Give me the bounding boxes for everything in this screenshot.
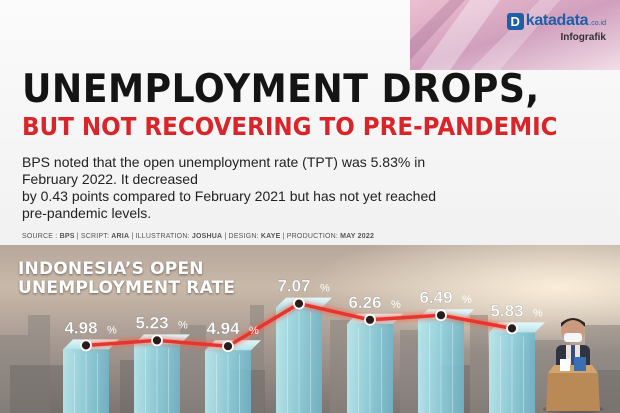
credit-production: MAY 2022 [340, 233, 375, 240]
unemployment-chart: 4.98% 5.23% 4.94 % 7.07 % 6.26% 6.49 % 5.83% [63, 276, 603, 413]
value-unit: % [249, 325, 259, 337]
data-point [151, 334, 163, 347]
trend-line-group [80, 297, 518, 353]
value-label: 7.07 [277, 277, 310, 296]
bar [205, 350, 251, 413]
chart-title-line: UNEMPLOYMENT RATE [18, 278, 236, 298]
data-point [222, 340, 234, 353]
value-label-group: 4.98% 5.23% 4.94 % 7.07 % 6.26% 6.49 % 5.83% [64, 276, 543, 338]
value-unit: % [533, 307, 543, 319]
description: BPS noted that the open unemployment rat… [22, 154, 512, 222]
credit-label: SOURCE : [22, 233, 60, 240]
bar [347, 323, 393, 413]
worker-figure [543, 318, 603, 413]
description-line: February 2022. It decreased [22, 171, 198, 187]
value-label: 5.83 [490, 301, 523, 320]
logo-wordmark: katadata [525, 12, 589, 29]
value-unit: % [320, 283, 330, 295]
credit-label: | ILLUSTRATION: [129, 233, 192, 240]
section-label: Infografik [560, 32, 606, 43]
chart-title-line: INDONESIA’S OPEN [18, 259, 204, 279]
data-point [293, 297, 305, 310]
katadata-logo: D katadata .co.id Infografik [506, 12, 606, 43]
bar-group [63, 297, 545, 413]
bar [418, 319, 464, 413]
credits-line: SOURCE : BPS | SCRIPT: ARIA | ILLUSTRATI… [22, 233, 374, 240]
description-line: pre-pandemic levels. [22, 205, 152, 221]
description-line: by 0.43 points compared to February 2021… [22, 188, 437, 204]
value-label: 4.94 [206, 319, 240, 338]
value-label: 6.26 [348, 293, 381, 312]
headline-primary: UNEMPLOYMENT DROPS, [22, 67, 540, 112]
logo-domain: .co.id [589, 20, 606, 27]
data-point [80, 339, 92, 352]
bar [489, 332, 535, 413]
credit-design: KAYE [260, 233, 281, 240]
bar [134, 344, 180, 413]
credit-illustration: JOSHUA [191, 233, 223, 240]
value-label: 6.49 [419, 288, 452, 307]
headline-secondary: BUT NOT RECOVERING TO PRE-PANDEMIC [22, 112, 558, 141]
credit-label: | SCRIPT: [74, 233, 112, 240]
description-line: BPS noted that the open unemployment rat… [22, 154, 426, 170]
value-unit: % [107, 324, 117, 336]
value-label: 4.98 [64, 318, 97, 337]
credit-label: | DESIGN: [222, 233, 261, 240]
data-point [435, 309, 447, 322]
credit-label: | PRODUCTION: [280, 233, 341, 240]
value-unit: % [462, 294, 472, 306]
credit-source: BPS [59, 233, 75, 240]
data-point [506, 322, 518, 335]
chart-title: INDONESIA’S OPEN UNEMPLOYMENT RATE [18, 260, 235, 298]
data-point [364, 313, 376, 326]
bar [63, 349, 109, 413]
corner-decoration [410, 0, 620, 70]
value-label: 5.23 [135, 313, 168, 332]
value-unit: % [391, 299, 401, 311]
logo-mark: D [506, 12, 524, 30]
credit-script: ARIA [111, 233, 130, 240]
value-unit: % [178, 319, 188, 331]
bar [276, 307, 322, 413]
